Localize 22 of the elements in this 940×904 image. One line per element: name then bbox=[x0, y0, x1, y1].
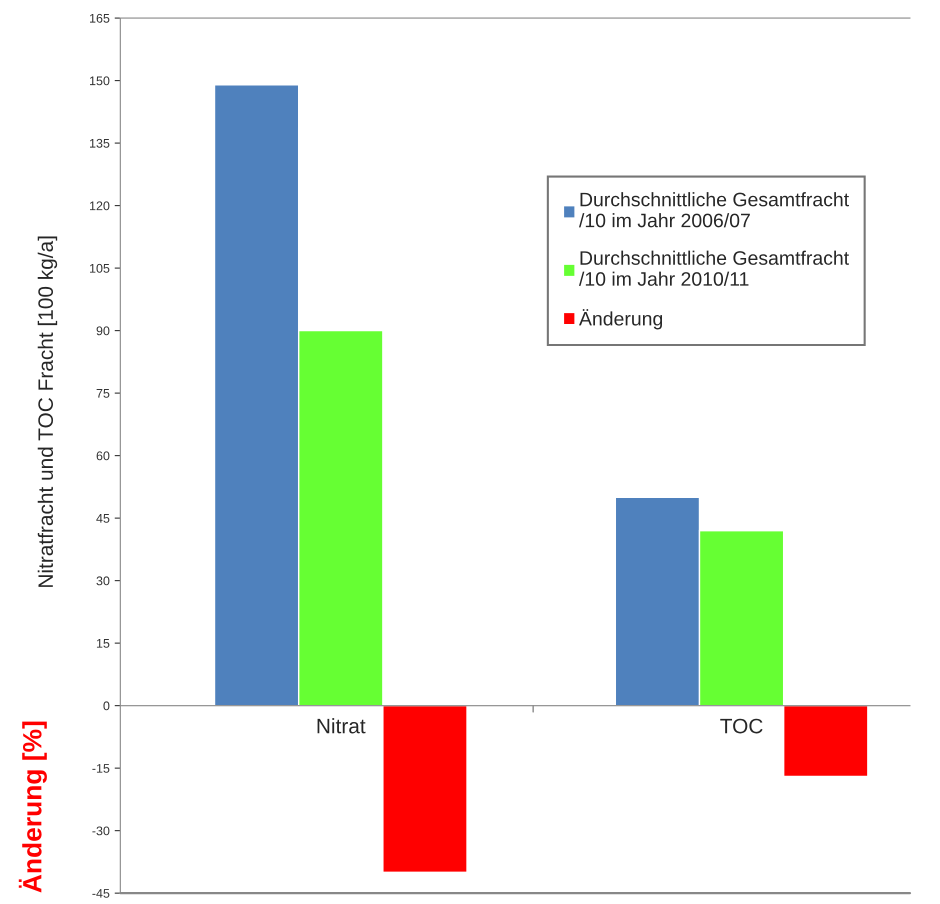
y-tick-label: 60 bbox=[96, 451, 110, 460]
y-tick-label: 75 bbox=[96, 389, 110, 398]
y-tick-label: 165 bbox=[90, 14, 110, 23]
y-tick-label: 135 bbox=[90, 138, 110, 148]
legend-label: Änderung bbox=[579, 309, 662, 330]
y-tick-label: 15 bbox=[96, 639, 110, 648]
y-tick-label: 90 bbox=[96, 326, 110, 336]
y-tick-label: -45 bbox=[92, 889, 110, 898]
y-tick-label: 120 bbox=[90, 201, 110, 210]
legend-label: Durchschnittliche Gesamtfracht /10 im Jahr 2006/07 bbox=[578, 192, 849, 228]
y-tick-label: -15 bbox=[92, 764, 110, 773]
x-tick-label: TOC bbox=[720, 718, 763, 734]
y-tick-label: 105 bbox=[90, 264, 110, 273]
legend-label: Durchschnittliche Gesamtfracht /10 im Jahr 2010/11 bbox=[578, 250, 849, 286]
x-tick-label: Nitrat bbox=[318, 718, 366, 734]
y-tick-label: 0 bbox=[103, 701, 110, 710]
y-tick-label: 30 bbox=[96, 576, 110, 586]
y-tick-label: 45 bbox=[96, 514, 110, 523]
y-tick-label: -30 bbox=[92, 826, 110, 836]
y-axis-title: Nitratfracht und TOC Fracht [100 kg/a] bbox=[38, 236, 58, 587]
text: Änderung [%] bbox=[18, 722, 47, 892]
y-tick-label: 150 bbox=[90, 76, 110, 86]
